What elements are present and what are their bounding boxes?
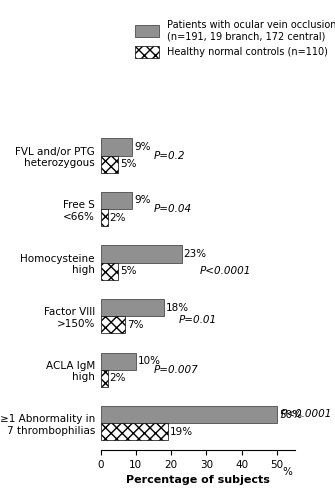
Text: 5%: 5%	[120, 266, 136, 276]
Text: 23%: 23%	[184, 249, 207, 259]
Text: P=0.04: P=0.04	[153, 204, 192, 214]
Text: 9%: 9%	[134, 196, 150, 205]
Text: 10%: 10%	[138, 356, 160, 366]
Bar	[100, 299, 164, 316]
X-axis label: Percentage of subjects: Percentage of subjects	[126, 476, 270, 486]
Text: 7%: 7%	[127, 320, 143, 330]
Bar	[100, 192, 132, 209]
Bar	[100, 352, 136, 370]
Text: 5%: 5%	[120, 159, 136, 169]
Bar	[100, 246, 182, 262]
Bar	[100, 316, 125, 334]
Text: 2%: 2%	[109, 374, 126, 384]
Text: 18%: 18%	[166, 302, 189, 312]
Bar	[100, 209, 108, 226]
Bar	[100, 423, 168, 440]
Text: P=0.007: P=0.007	[153, 364, 198, 374]
Text: P<0.0001: P<0.0001	[281, 408, 332, 418]
Text: P=0.2: P=0.2	[153, 150, 185, 160]
Bar	[100, 156, 118, 172]
Text: %: %	[282, 467, 292, 477]
Bar	[100, 406, 277, 423]
Text: 9%: 9%	[134, 142, 150, 152]
Text: 19%: 19%	[170, 427, 193, 437]
Bar	[100, 370, 108, 387]
Text: 50%: 50%	[279, 410, 302, 420]
Text: 2%: 2%	[109, 212, 126, 222]
Text: P=0.01: P=0.01	[178, 316, 216, 326]
Bar	[100, 262, 118, 280]
Bar	[100, 138, 132, 156]
Legend: Patients with ocular vein occlusion
(n=191, 19 branch, 172 central), Healthy nor: Patients with ocular vein occlusion (n=1…	[135, 20, 335, 58]
Text: P<0.0001: P<0.0001	[199, 266, 251, 276]
